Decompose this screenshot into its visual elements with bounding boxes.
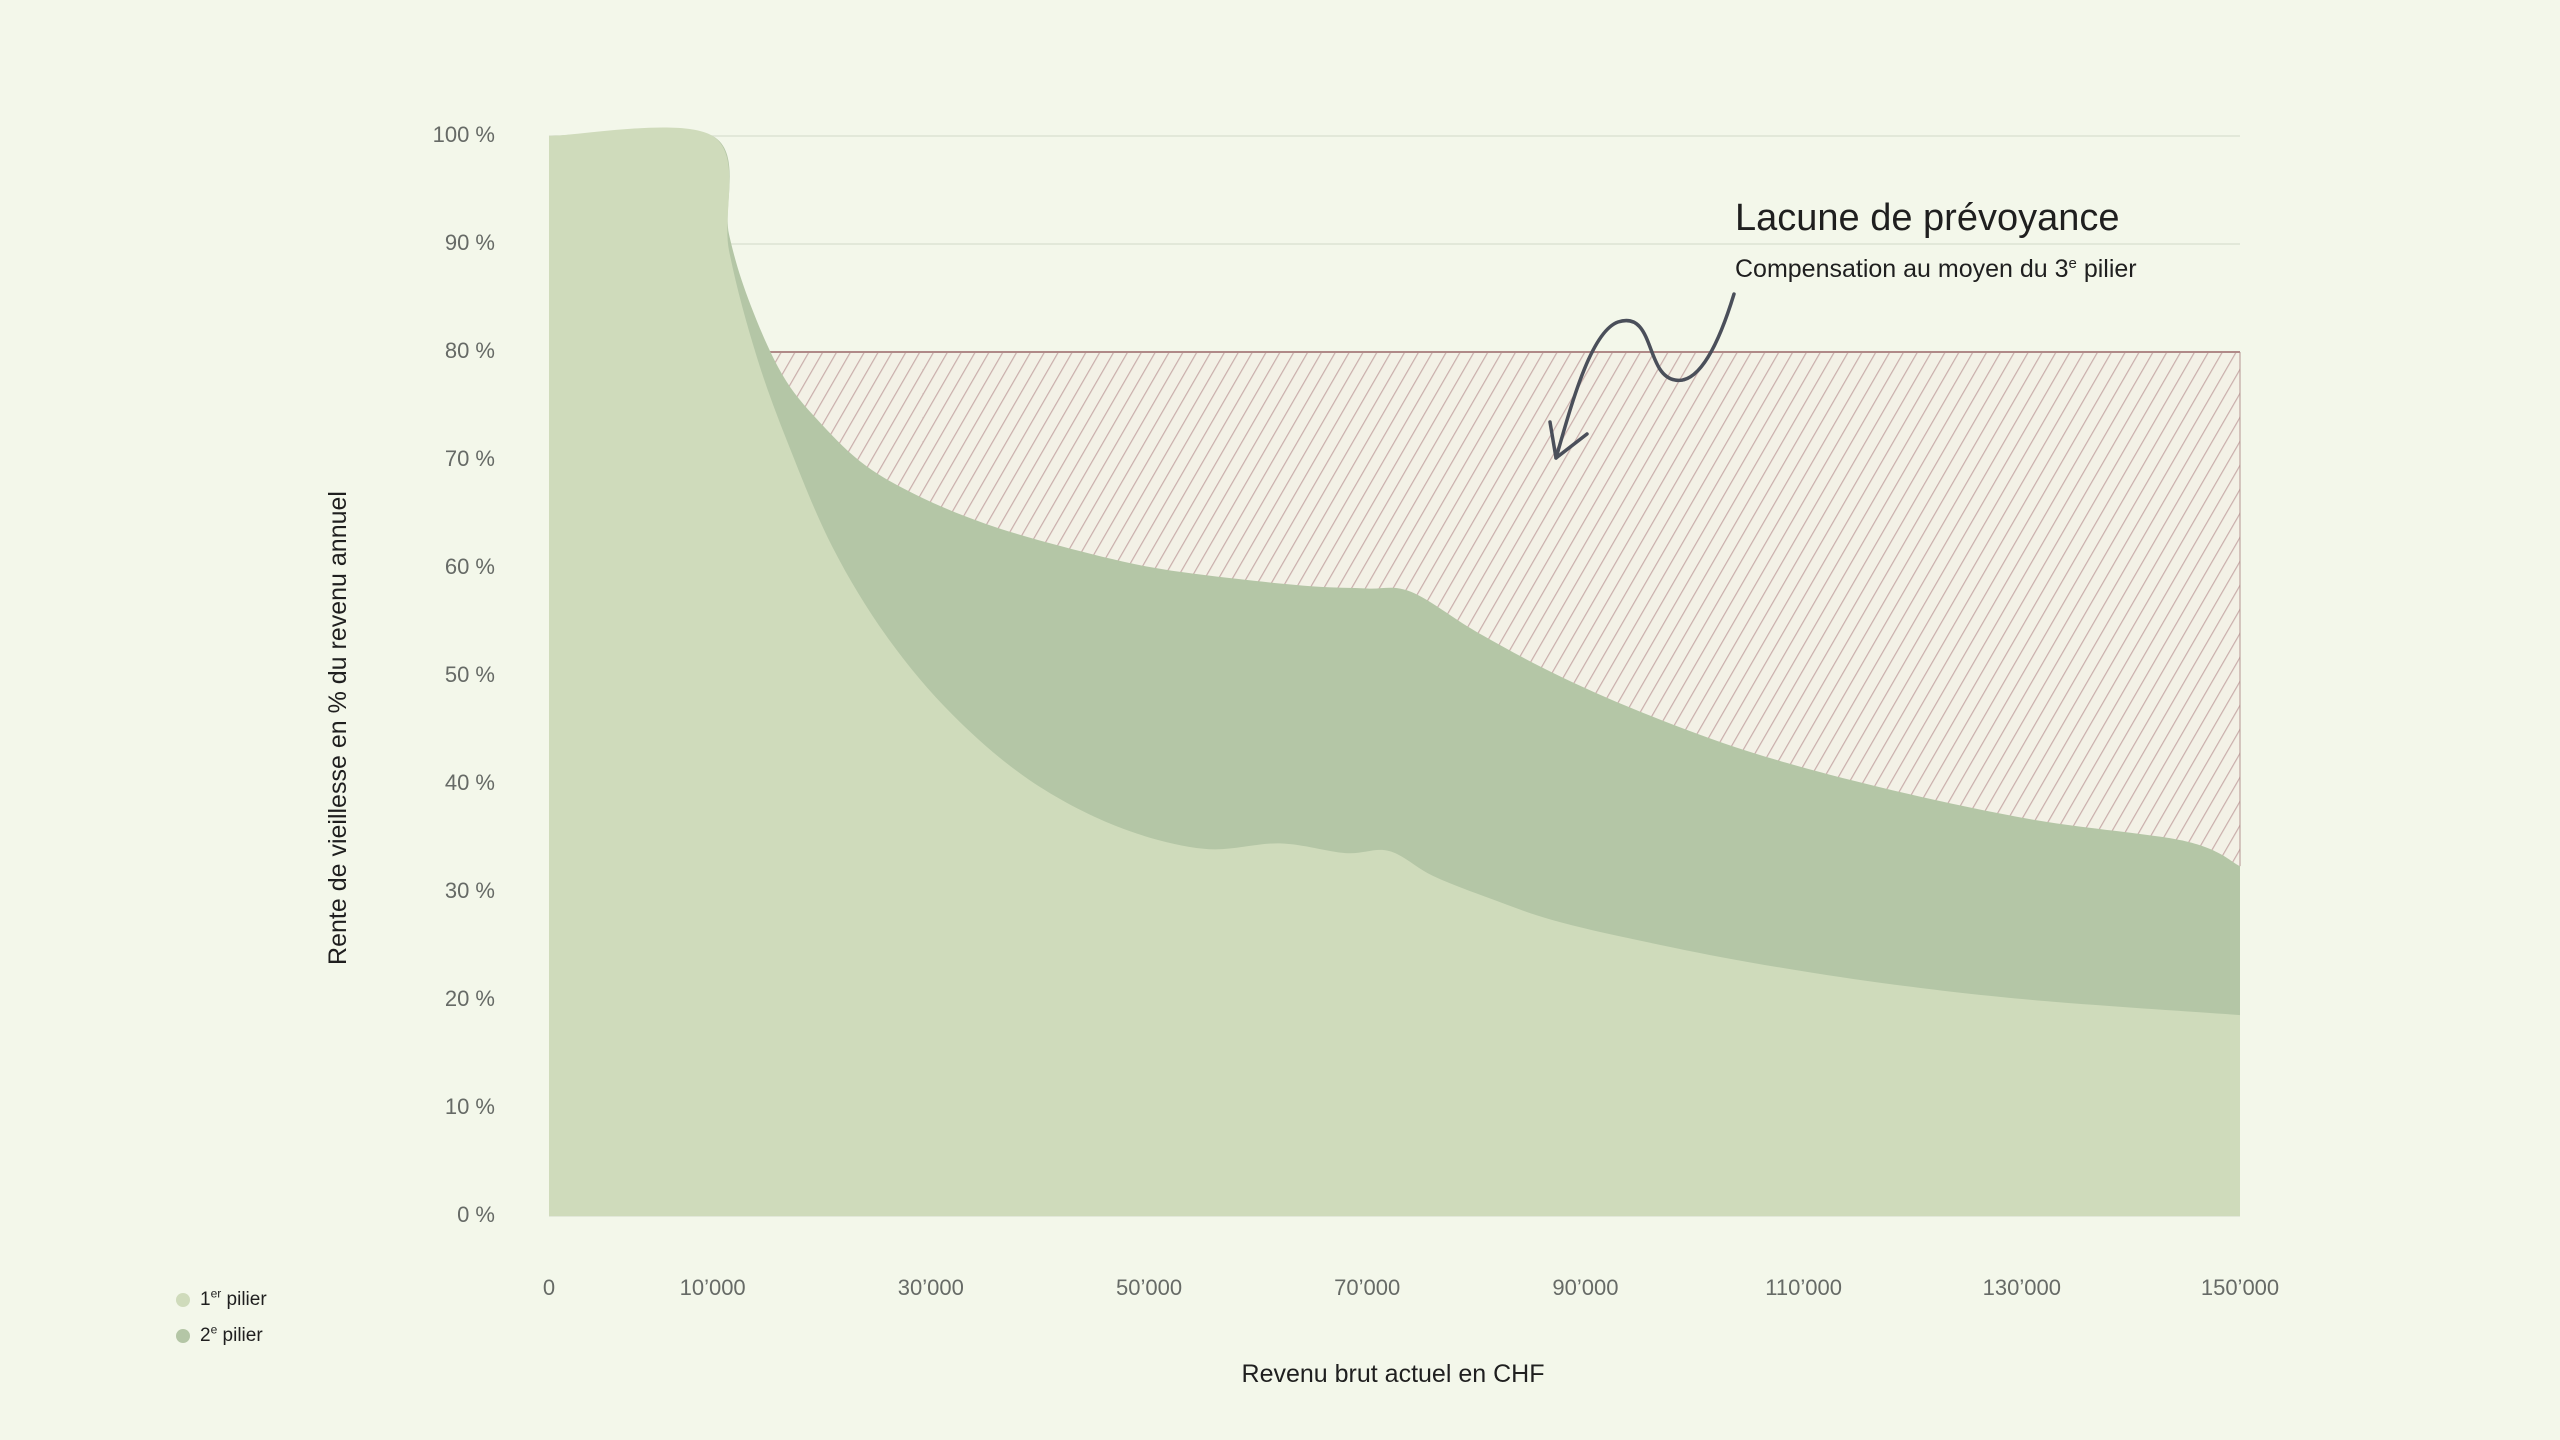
y-tick-label-2: 20 %	[445, 986, 495, 1011]
legend-swatch-pillar1	[176, 1293, 190, 1307]
legend: 1er pilier 2e pilier	[176, 1282, 267, 1354]
legend-swatch-pillar2	[176, 1329, 190, 1343]
y-tick-label-9: 90 %	[445, 230, 495, 255]
y-tick-label-6: 60 %	[445, 554, 495, 579]
y-tick-label-0: 0 %	[457, 1202, 495, 1227]
x-tick-label-0: 0	[543, 1275, 555, 1300]
x-tick-label-6: 110’000	[1765, 1275, 1842, 1300]
x-tick-label-2: 30’000	[898, 1275, 964, 1300]
annotation-title: Lacune de prévoyance	[1735, 197, 2120, 239]
y-tick-label-5: 50 %	[445, 662, 495, 687]
x-tick-label-5: 90’000	[1552, 1275, 1618, 1300]
y-tick-label-10: 100 %	[433, 122, 495, 147]
x-tick-label-4: 70’000	[1334, 1275, 1400, 1300]
y-tick-label-3: 30 %	[445, 878, 495, 903]
legend-item-pillar1: 1er pilier	[176, 1282, 267, 1318]
annotation-gap: Lacune de prévoyance Compensation au moy…	[1548, 197, 2137, 460]
legend-item-pillar2: 2e pilier	[176, 1318, 267, 1354]
legend-label-pillar1: 1er pilier	[200, 1286, 267, 1310]
annotation-subtitle: Compensation au moyen du 3e pilier	[1735, 255, 2137, 283]
y-tick-label-1: 10 %	[445, 1094, 495, 1119]
plot-areas	[549, 127, 2241, 1216]
y-tick-label-8: 80 %	[445, 338, 495, 363]
y-axis-label: Rente de vieillesse en % du revenu annue…	[324, 491, 352, 965]
x-axis-ticks: 0 10’000 30’000 50’000 70’000 90’000 110’000 13…	[543, 1275, 2279, 1300]
annotation-arrow	[1554, 292, 1736, 460]
x-axis-label: Revenu brut actuel en CHF	[1242, 1360, 1545, 1388]
y-tick-label-4: 40 %	[445, 770, 495, 795]
annotation-arrowhead	[1548, 420, 1589, 460]
y-axis-ticks: 0 % 10 % 20 % 30 % 40 % 50 % 60 % 70 % 80 % 90 % 1…	[433, 122, 495, 1227]
x-tick-label-1: 10’000	[680, 1275, 746, 1300]
x-tick-label-7: 130’000	[1983, 1275, 2061, 1300]
y-tick-label-7: 70 %	[445, 446, 495, 471]
x-tick-label-3: 50’000	[1116, 1275, 1182, 1300]
x-tick-label-8: 150’000	[2201, 1275, 2279, 1300]
area-pillar1	[549, 127, 2240, 1216]
legend-label-pillar2: 2e pilier	[200, 1322, 263, 1346]
